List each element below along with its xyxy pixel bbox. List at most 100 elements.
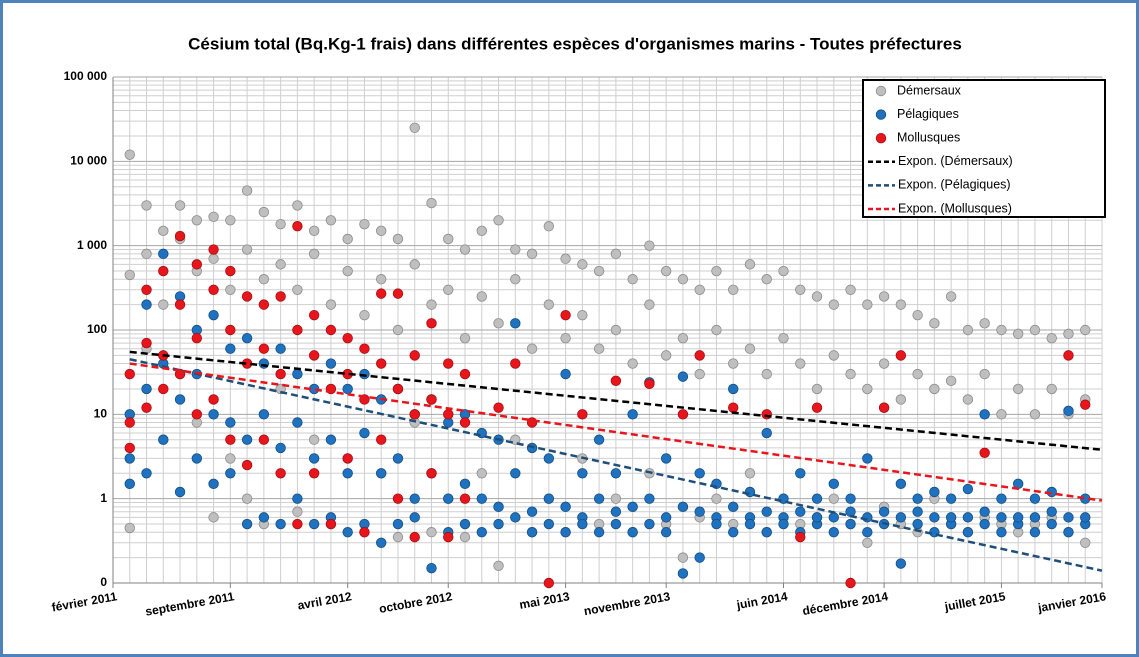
point <box>376 537 387 548</box>
point <box>493 215 504 226</box>
point <box>1012 512 1024 523</box>
point <box>996 527 1007 538</box>
point <box>191 332 203 344</box>
legend-label: Expon. (Démersaux) <box>898 154 1013 168</box>
x-tick-label: octobre 2012 <box>378 589 454 616</box>
point <box>728 527 739 538</box>
point <box>141 248 152 260</box>
point <box>912 493 923 504</box>
point <box>225 453 236 464</box>
point <box>443 531 454 543</box>
point <box>141 468 152 479</box>
point <box>124 149 135 160</box>
point <box>728 383 739 395</box>
point <box>191 453 203 464</box>
point <box>962 527 974 538</box>
point <box>493 402 504 413</box>
point <box>376 468 387 479</box>
point <box>392 288 404 299</box>
point <box>426 299 437 310</box>
point <box>660 265 672 277</box>
point <box>862 537 873 548</box>
point <box>711 493 722 504</box>
point <box>510 358 521 369</box>
point <box>895 394 907 405</box>
point <box>744 468 756 479</box>
point <box>158 248 169 260</box>
point <box>543 221 555 232</box>
point <box>593 434 605 445</box>
point <box>124 522 135 534</box>
point <box>677 501 689 513</box>
point <box>292 518 303 530</box>
y-tick-label: 100 000 <box>64 69 108 83</box>
point <box>778 265 789 277</box>
point <box>945 291 957 302</box>
point <box>962 483 974 495</box>
point <box>694 506 705 517</box>
point <box>409 493 420 504</box>
trend-line <box>129 362 1103 502</box>
point <box>342 468 353 479</box>
legend-label: Démersaux <box>897 83 962 97</box>
point <box>711 265 722 277</box>
point <box>979 447 990 458</box>
point <box>225 417 236 428</box>
marks <box>124 122 1103 589</box>
point <box>778 518 789 530</box>
legend-label: Pélagiques <box>897 107 959 121</box>
point <box>510 318 521 329</box>
point <box>342 265 353 277</box>
point <box>828 350 839 361</box>
point <box>543 453 555 464</box>
point <box>426 318 437 329</box>
point <box>744 518 756 530</box>
point <box>392 324 404 336</box>
point <box>225 215 236 226</box>
point <box>962 394 974 405</box>
point <box>208 512 219 523</box>
point <box>761 368 772 380</box>
point <box>325 215 337 226</box>
point <box>644 299 655 310</box>
point <box>560 368 571 380</box>
point <box>912 368 923 380</box>
point <box>610 468 622 479</box>
point <box>560 527 571 538</box>
point <box>493 560 504 571</box>
trend-line <box>129 358 1103 572</box>
point <box>694 468 705 479</box>
point <box>845 493 856 504</box>
point <box>342 527 353 538</box>
point <box>945 375 957 386</box>
point <box>308 468 320 479</box>
point <box>979 368 990 380</box>
point <box>895 350 907 361</box>
point <box>342 383 353 395</box>
point <box>376 358 387 369</box>
point <box>593 493 605 504</box>
point <box>828 512 839 523</box>
x-tick-label: avril 2012 <box>296 589 353 612</box>
x-tick-label: juillet 2015 <box>943 589 1007 614</box>
point <box>308 309 320 321</box>
point <box>308 248 320 260</box>
point <box>459 417 471 428</box>
point <box>325 434 337 445</box>
point <box>677 552 689 563</box>
point <box>795 506 806 517</box>
point <box>225 265 236 277</box>
point <box>275 442 286 454</box>
point <box>593 265 605 277</box>
legend-marker <box>875 132 887 144</box>
point <box>208 394 219 405</box>
point <box>342 453 353 464</box>
point <box>426 394 437 405</box>
point <box>510 244 521 255</box>
point <box>1046 383 1057 395</box>
point <box>677 274 689 285</box>
point <box>660 512 672 523</box>
point <box>225 284 236 295</box>
point <box>292 417 303 428</box>
